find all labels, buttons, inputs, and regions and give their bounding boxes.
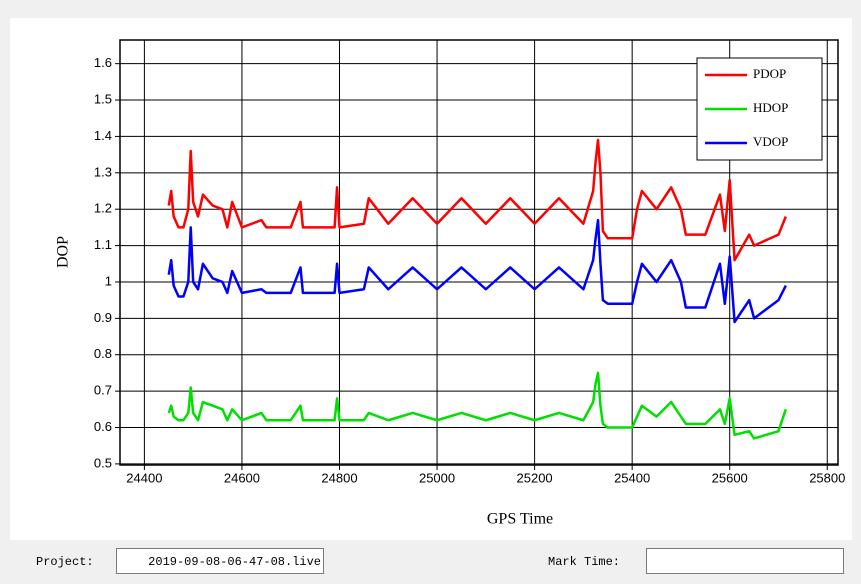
y-tick-label: 1.6 bbox=[94, 55, 112, 70]
y-tick-label: 0.8 bbox=[94, 346, 112, 361]
mark-time-field[interactable] bbox=[646, 548, 844, 574]
y-axis-label: DOP bbox=[55, 236, 72, 268]
y-tick-label: 1.1 bbox=[94, 237, 112, 252]
project-field[interactable] bbox=[116, 548, 324, 574]
y-tick-label: 1 bbox=[105, 273, 112, 288]
x-tick-label: 24800 bbox=[321, 470, 357, 485]
y-tick-label: 1.5 bbox=[94, 91, 112, 106]
y-tick-label: 1.3 bbox=[94, 164, 112, 179]
y-tick-label: 1.4 bbox=[94, 128, 112, 143]
x-tick-label: 24600 bbox=[224, 470, 260, 485]
x-tick-label: 25400 bbox=[614, 470, 650, 485]
project-label: Project: bbox=[36, 555, 94, 569]
plot: 0.5 0.6 0.7 0.8 0.9 1 1.1 1.2 1.3 1.4 1.5 1.6 24400 2… bbox=[94, 39, 845, 485]
x-tick-label: 24400 bbox=[126, 470, 162, 485]
project-value: 2019-09-08-06-47-08.live bbox=[148, 555, 321, 569]
mark-time-label: Mark Time: bbox=[548, 555, 620, 569]
legend-label: HDOP bbox=[753, 100, 788, 115]
legend-label: PDOP bbox=[753, 66, 786, 81]
y-tick-label: 1.2 bbox=[94, 201, 112, 216]
x-tick-label: 25800 bbox=[809, 470, 845, 485]
x-tick-label: 25200 bbox=[517, 470, 553, 485]
x-tick-label: 25000 bbox=[419, 470, 455, 485]
y-tick-label: 0.9 bbox=[94, 310, 112, 325]
data-line bbox=[167, 371, 787, 440]
x-axis-label: GPS Time bbox=[487, 511, 553, 528]
legend-label: VDOP bbox=[753, 134, 788, 149]
y-tick-label: 0.7 bbox=[94, 383, 112, 398]
x-tick-label: 25600 bbox=[712, 470, 748, 485]
y-tick-label: 0.5 bbox=[94, 455, 112, 470]
y-tick-label: 0.6 bbox=[94, 419, 112, 434]
data-line bbox=[167, 218, 787, 324]
data-line bbox=[167, 138, 787, 262]
plot-frame bbox=[119, 39, 839, 466]
